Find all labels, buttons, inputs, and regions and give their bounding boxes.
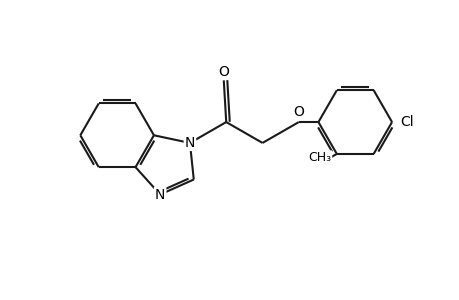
Text: CH₃: CH₃ bbox=[308, 152, 330, 164]
Text: Cl: Cl bbox=[399, 115, 413, 129]
Text: N: N bbox=[155, 188, 165, 202]
Text: N: N bbox=[185, 136, 195, 150]
Text: O: O bbox=[218, 64, 229, 79]
Text: O: O bbox=[293, 105, 303, 119]
